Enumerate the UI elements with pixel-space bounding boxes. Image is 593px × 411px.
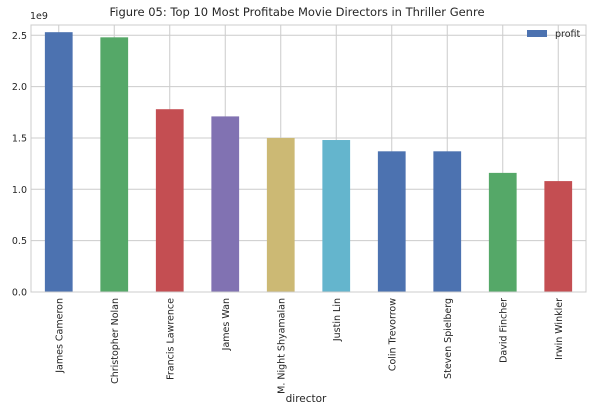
bar-7 — [433, 151, 462, 292]
y-tick-label: 1.0 — [12, 185, 27, 196]
bars — [44, 32, 573, 293]
x-tick-label: Christopher Nolan — [110, 298, 121, 384]
y-tick-label: 2.5 — [12, 31, 27, 42]
bar-6 — [377, 151, 406, 292]
legend-swatch — [527, 30, 547, 37]
bar-2 — [155, 109, 184, 292]
y-tick-label: 1.5 — [12, 133, 27, 144]
x-tick-label: Colin Trevorrow — [387, 298, 398, 371]
legend: profit — [527, 29, 581, 40]
chart-title: Figure 05: Top 10 Most Profitabe Movie D… — [109, 5, 484, 19]
bar-0 — [44, 32, 73, 292]
bar-9 — [544, 181, 573, 292]
y-tick-label: 0.0 — [12, 288, 27, 299]
x-tick-label: David Fincher — [498, 298, 509, 363]
plot-area — [30, 24, 587, 293]
y-tick-label: 2.0 — [12, 82, 27, 93]
y-axis-offset-label: 1e9 — [30, 11, 48, 22]
x-axis-label: director — [286, 393, 327, 405]
y-tick-label: 0.5 — [12, 236, 27, 247]
x-tick-label: James Wan — [221, 298, 232, 351]
bar-1 — [100, 37, 129, 293]
x-tick-label: Francis Lawrence — [165, 298, 176, 380]
legend-label: profit — [555, 29, 581, 40]
bar-3 — [211, 116, 240, 293]
x-tick-label: Steven Spielberg — [443, 298, 454, 379]
plot-frame — [30, 24, 587, 293]
bar-4 — [266, 137, 295, 292]
x-tick-label: James Cameron — [54, 298, 65, 374]
bar-5 — [322, 140, 351, 292]
x-tick-label: Irwin Winkler — [554, 298, 565, 360]
y-axis-ticks: 0.0 0.5 1.0 1.5 2.0 2.5 — [12, 31, 27, 299]
x-axis-ticks: James Cameron Christopher Nolan Francis La… — [54, 298, 565, 394]
bar-8 — [488, 172, 517, 292]
x-tick-label: M. Night Shyamalan — [276, 298, 287, 394]
x-tick-label: Justin Lin — [332, 298, 343, 342]
